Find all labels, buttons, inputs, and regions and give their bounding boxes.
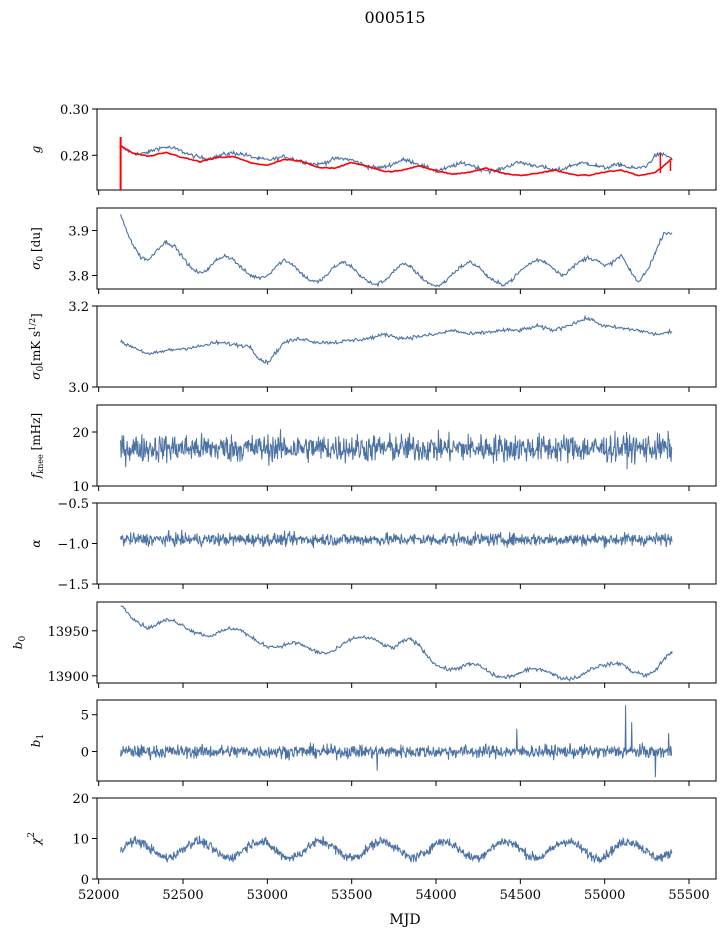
y-tick-label: 3.2 [68,300,89,315]
x-tick-label: 53000 [247,888,288,903]
data-line [120,705,673,778]
y-tick-label: 0.30 [60,103,89,118]
panel-1: 0.28 0.30 g [29,103,717,195]
panel-6: 13900 13950 b0 [11,601,717,688]
y-axis-label: σ0[mK s1/2] [28,313,46,380]
y-axis-label: b0 [11,636,28,650]
panel-3: 3.0 3.2 σ0[mK s1/2] [28,300,717,396]
data-line [120,605,673,682]
y-tick-label: −0.5 [57,497,89,512]
data-line [120,835,673,864]
y-axis-label: α [29,539,43,547]
data-line [120,214,673,288]
data-line [120,529,673,549]
panel-4: 10 20 fknee [mHz] [29,404,717,495]
figure-title: 000515 [364,8,425,27]
x-tick-label: 55000 [584,888,625,903]
y-tick-label: 0 [81,873,89,888]
y-tick-label: 20 [72,426,89,441]
panel-frame [96,207,717,290]
x-tick-label: 52000 [78,888,119,903]
data-line [120,314,673,366]
model-line [120,145,673,177]
panel-2: 3.8 3.9 σ0 [du] [29,207,717,294]
x-tick-label: 52500 [162,888,203,903]
panel-8: 0 10 20 χ2 52000 52500 53000 53500 54000 54500 550… [27,792,717,903]
y-axis-label: fknee [mHz] [29,413,45,479]
y-tick-label: 13900 [48,670,89,685]
y-tick-label: 3.0 [68,381,89,396]
y-tick-label: 10 [72,480,89,495]
x-axis-label: MJD [389,912,420,928]
panel-frame [96,601,717,684]
panel-7: 0 5 b1 [29,699,717,786]
x-tick-label: 55500 [668,888,709,903]
y-tick-label: 5 [81,709,89,724]
y-tick-label: −1.5 [57,578,89,593]
y-tick-label: 10 [72,833,89,848]
y-axis-label: σ0 [du] [29,227,46,270]
x-tick-label: 53500 [331,888,372,903]
x-tick-label: 54500 [500,888,541,903]
panel-frame [96,404,717,487]
y-tick-label: −1.0 [57,538,89,553]
y-tick-label: 0.28 [60,149,89,164]
panel-frame [96,108,717,191]
y-tick-label: 3.9 [68,225,89,240]
y-axis-label: χ2 [27,832,43,846]
panel-frame [96,699,717,782]
panels: 0.28 0.30 g 3.8 3.9 σ0 [du] 3.0 3.2 σ0[mK s1/2] 1… [11,103,717,903]
y-axis-label: b1 [29,734,46,747]
panel-5: −1.5 −1.0 −0.5 α [29,497,717,593]
y-axis-label: g [29,145,43,153]
y-tick-label: 13950 [48,625,89,640]
data-line [120,144,673,175]
data-line [120,429,673,470]
y-tick-label: 3.8 [68,270,89,285]
y-tick-label: 0 [81,746,89,761]
x-tick-label: 54000 [415,888,456,903]
y-tick-label: 20 [72,792,89,807]
panel-frame [96,305,717,388]
